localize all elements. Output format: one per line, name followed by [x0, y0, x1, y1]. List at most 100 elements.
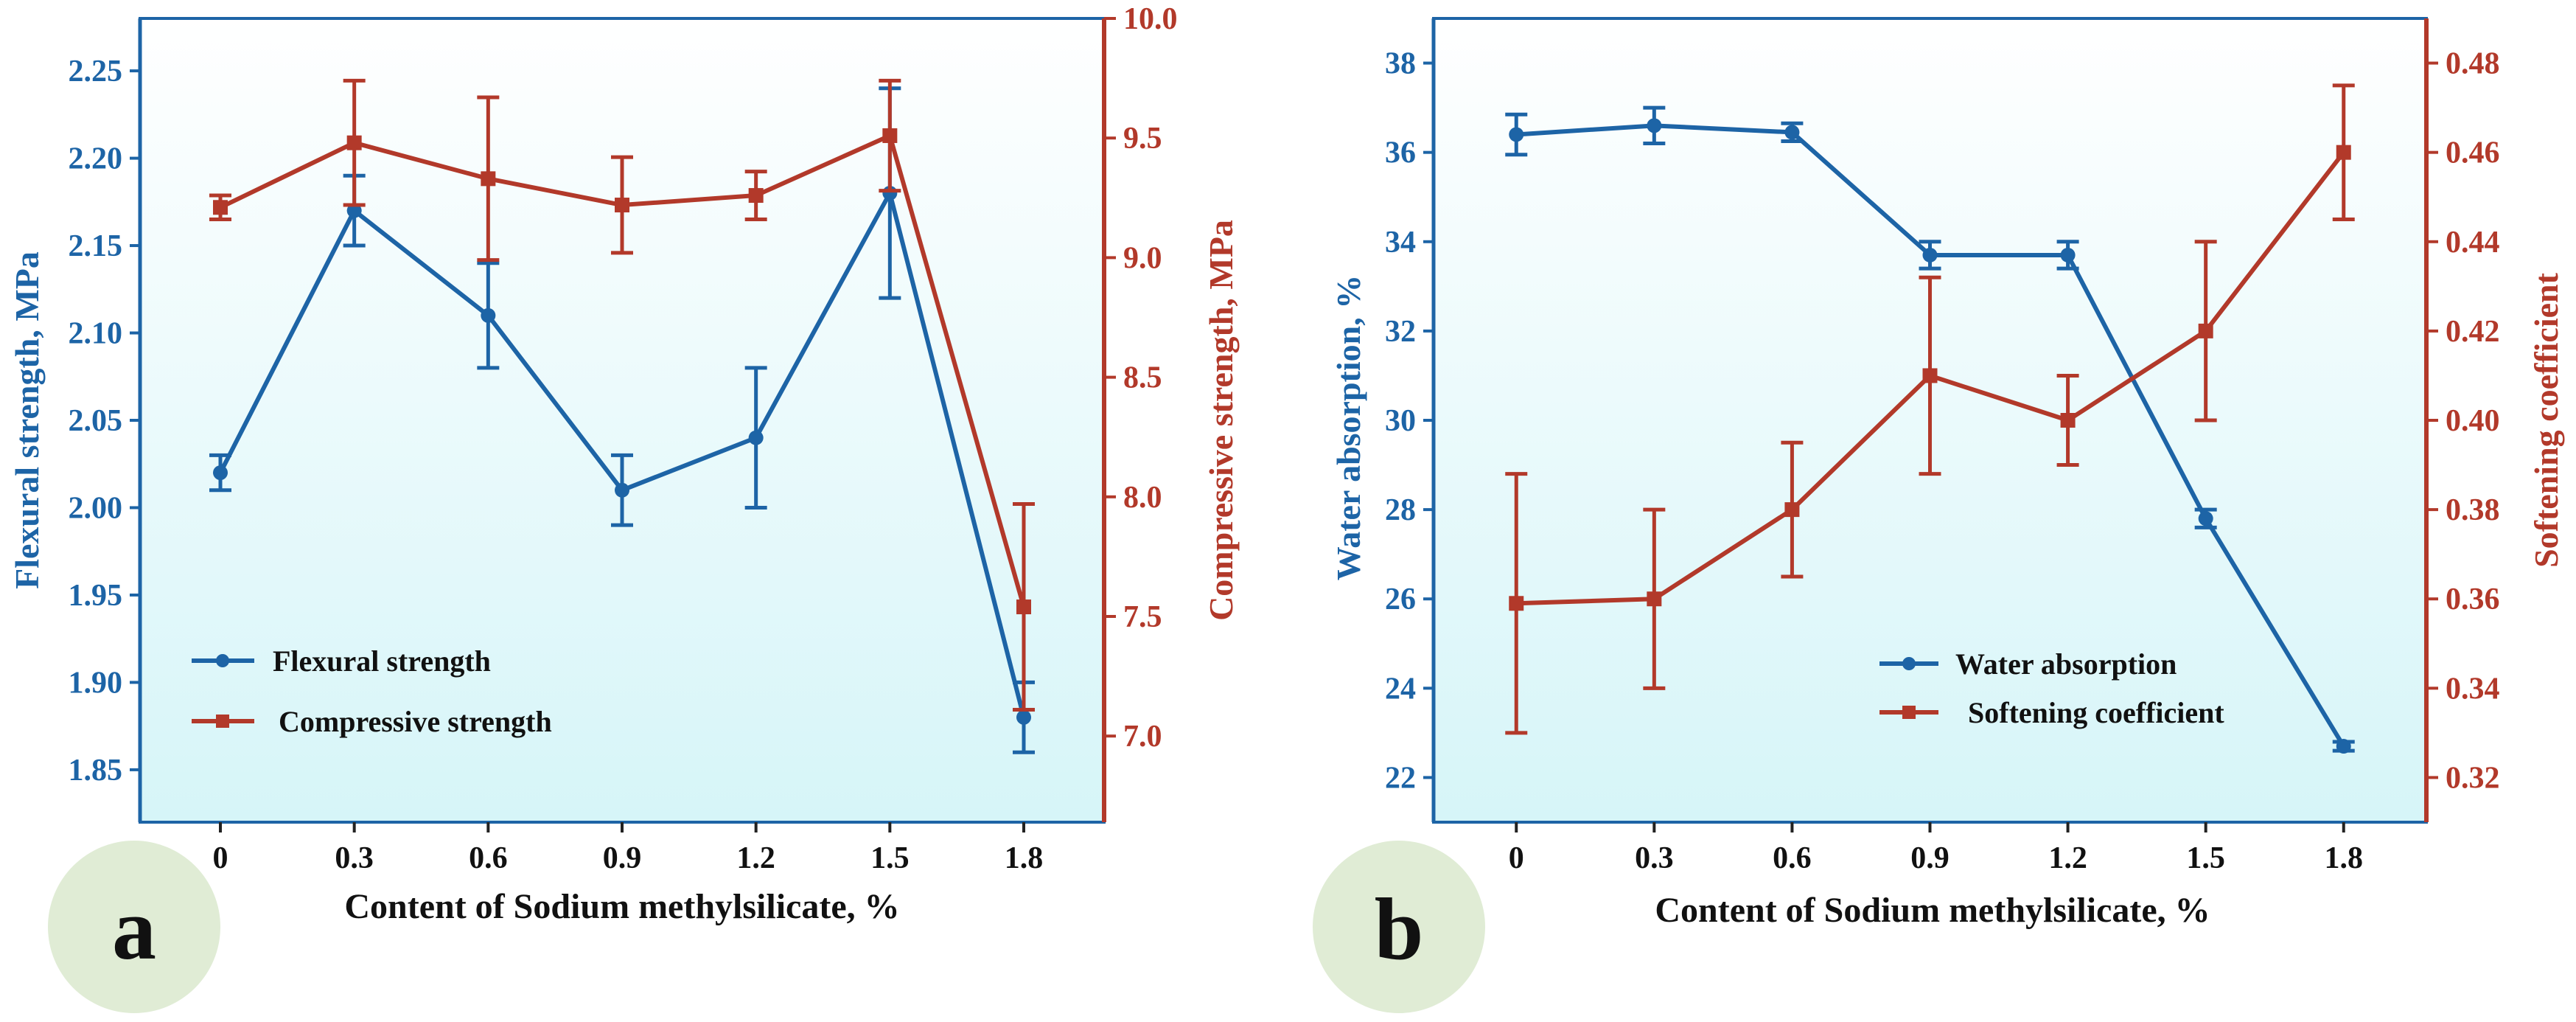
data-point-flexural-strength — [213, 465, 228, 481]
x-tick-label-a: 0 — [213, 841, 228, 875]
x-tick-label-a: 0.9 — [603, 841, 642, 875]
left-tick-label-a: 1.90 — [69, 666, 123, 700]
right-tick-label-a: 8.0 — [1123, 481, 1162, 515]
right-tick-label-a: 7.0 — [1123, 720, 1162, 754]
data-point-water-absorption — [2060, 247, 2076, 263]
left-tick-label-b: 38 — [1385, 47, 1416, 81]
x-tick-label-a: 1.8 — [1005, 841, 1044, 875]
right-tick-label-a: 8.5 — [1123, 361, 1162, 395]
left-tick-label-b: 26 — [1385, 583, 1416, 616]
legend-b: Water absorption Softening coefficient — [1879, 647, 2224, 729]
x-tick-label-b: 0.3 — [1635, 841, 1674, 875]
right-tick-label-b: 0.34 — [2446, 672, 2500, 706]
data-point-compressive-strength — [346, 135, 362, 150]
data-point-softening-coefficient — [1922, 368, 1938, 383]
left-tick-label-a: 1.95 — [69, 579, 123, 613]
right-tick-label-b: 0.46 — [2446, 136, 2500, 170]
panel-letter-b: b — [1375, 880, 1424, 978]
panel-a-chart: 1.85 1.90 1.95 2.00 2.05 2.10 2.15 2.20 2.25 7.0… — [8, 2, 1240, 1013]
left-tick-label-b: 28 — [1385, 493, 1416, 527]
x-tick-label-b: 1.8 — [2325, 841, 2364, 875]
right-tick-label-b: 0.48 — [2446, 47, 2500, 81]
panel-badge-a: a — [48, 841, 220, 1013]
left-tick-label-a: 2.20 — [69, 142, 123, 176]
x-axis-title-a: Content of Sodium methylsilicate, % — [344, 887, 899, 926]
x-tick-label-b: 1.2 — [2048, 841, 2087, 875]
x-tick-label-b: 0.9 — [1910, 841, 1950, 875]
x-tick-label-b: 1.5 — [2186, 841, 2225, 875]
data-point-softening-coefficient — [2060, 413, 2076, 428]
data-point-water-absorption — [1647, 118, 1662, 133]
data-point-compressive-strength — [615, 198, 629, 213]
left-tick-label-a: 1.85 — [69, 754, 123, 788]
data-point-water-absorption — [2198, 511, 2213, 526]
data-point-water-absorption — [1784, 125, 1800, 140]
x-tick-label-b: 0 — [1509, 841, 1524, 875]
data-point-softening-coefficient — [1509, 596, 1524, 611]
data-point-flexural-strength — [1016, 709, 1031, 725]
panel-letter-a: a — [112, 880, 156, 978]
data-point-water-absorption — [1509, 127, 1524, 142]
left-tick-label-a: 2.05 — [69, 404, 123, 438]
x-axis-title-b: Content of Sodium methylsilicate, % — [1655, 891, 2210, 930]
plot-area-a — [139, 17, 1106, 824]
right-axis-title-a: Compressive strength, MPa — [1202, 220, 1240, 621]
x-tick-label-b: 0.6 — [1773, 841, 1812, 875]
data-point-flexural-strength — [615, 482, 629, 498]
legend-label-compressive: Compressive strength — [279, 705, 552, 738]
left-tick-label-b: 30 — [1385, 404, 1416, 438]
x-tick-label-a: 0.3 — [335, 841, 374, 875]
right-tick-label-a: 9.5 — [1123, 122, 1162, 156]
left-tick-label-b: 22 — [1385, 761, 1416, 795]
panel-badge-circle-b — [1313, 841, 1485, 1013]
data-point-compressive-strength — [748, 188, 764, 204]
legend-a: Flexural strength Compressive strength — [192, 644, 552, 738]
legend-label-softening: Softening coefficient — [1968, 696, 2224, 729]
left-tick-label-a: 2.00 — [69, 491, 123, 525]
x-tick-label-a: 1.2 — [736, 841, 775, 875]
right-axis-title-b: Softening coefficient — [2527, 272, 2565, 568]
data-point-flexural-strength — [748, 430, 764, 445]
left-tick-label-b: 34 — [1385, 226, 1416, 260]
data-point-softening-coefficient — [1647, 591, 1662, 607]
right-tick-label-b: 0.36 — [2446, 583, 2500, 616]
data-point-compressive-strength — [882, 128, 898, 143]
data-point-softening-coefficient — [2336, 145, 2351, 160]
x-tick-label-a: 1.5 — [870, 841, 910, 875]
left-tick-label-b: 32 — [1385, 315, 1416, 349]
right-tick-label-b: 0.44 — [2446, 226, 2500, 260]
data-point-water-absorption — [2336, 739, 2351, 754]
left-tick-label-a: 2.10 — [69, 317, 123, 351]
left-tick-label-a: 2.25 — [69, 55, 123, 88]
panel-badge-circle-a — [48, 841, 220, 1013]
right-tick-label-a: 10.0 — [1123, 2, 1178, 36]
right-tick-label-b: 0.38 — [2446, 493, 2500, 527]
panel-b-chart: 22 24 26 28 30 32 34 36 38 0.32 0.34 0.36 0.38 0.40 0… — [1313, 17, 2565, 1013]
data-point-softening-coefficient — [1784, 502, 1800, 518]
legend-label-water: Water absorption — [1955, 647, 2177, 681]
left-tick-label-b: 36 — [1385, 136, 1416, 170]
legend-marker-flexural — [216, 654, 229, 667]
data-point-flexural-strength — [481, 307, 496, 323]
right-tick-label-a: 9.0 — [1123, 241, 1162, 275]
legend-marker-compressive — [216, 715, 229, 728]
right-tick-label-b: 0.40 — [2446, 404, 2500, 438]
right-tick-label-a: 7.5 — [1123, 600, 1162, 634]
right-tick-label-b: 0.42 — [2446, 315, 2500, 349]
panel-badge-b: b — [1313, 841, 1485, 1013]
data-point-compressive-strength — [213, 200, 228, 215]
data-point-compressive-strength — [481, 171, 496, 187]
x-tick-label-a: 0.6 — [469, 841, 508, 875]
left-axis-title-b: Water absorption, % — [1330, 275, 1367, 580]
legend-marker-water — [1902, 657, 1916, 670]
data-point-flexural-strength — [346, 203, 362, 218]
left-axis-title-a: Flexural strength, MPa — [8, 251, 46, 589]
data-point-softening-coefficient — [2198, 323, 2213, 338]
data-point-water-absorption — [1922, 247, 1938, 263]
right-tick-label-b: 0.32 — [2446, 761, 2500, 795]
left-tick-label-a: 2.15 — [69, 229, 123, 263]
data-point-compressive-strength — [1016, 599, 1031, 615]
legend-marker-softening — [1902, 706, 1916, 719]
left-tick-label-b: 24 — [1385, 672, 1416, 706]
